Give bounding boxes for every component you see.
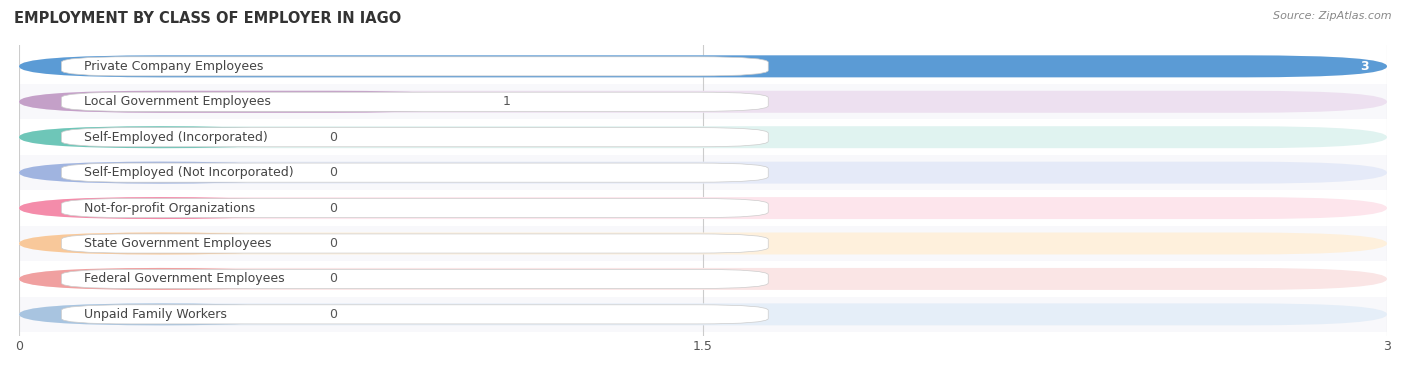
Bar: [20, 190, 1388, 226]
Bar: [20, 226, 1388, 261]
Bar: [20, 49, 1388, 84]
FancyBboxPatch shape: [62, 199, 768, 218]
FancyBboxPatch shape: [20, 197, 1388, 219]
Text: State Government Employees: State Government Employees: [84, 237, 271, 250]
FancyBboxPatch shape: [20, 126, 302, 148]
Text: Federal Government Employees: Federal Government Employees: [84, 273, 285, 285]
FancyBboxPatch shape: [20, 162, 302, 183]
Text: 1: 1: [502, 95, 510, 108]
FancyBboxPatch shape: [20, 268, 1388, 290]
Bar: [20, 297, 1388, 332]
FancyBboxPatch shape: [20, 55, 1388, 77]
Text: EMPLOYMENT BY CLASS OF EMPLOYER IN IAGO: EMPLOYMENT BY CLASS OF EMPLOYER IN IAGO: [14, 11, 401, 26]
Text: 0: 0: [329, 237, 337, 250]
FancyBboxPatch shape: [20, 162, 1388, 183]
FancyBboxPatch shape: [20, 55, 1388, 77]
FancyBboxPatch shape: [62, 305, 768, 324]
Text: Self-Employed (Not Incorporated): Self-Employed (Not Incorporated): [84, 166, 294, 179]
Bar: [20, 120, 1388, 155]
Text: 3: 3: [1360, 60, 1369, 73]
Text: 0: 0: [329, 273, 337, 285]
Text: 0: 0: [329, 131, 337, 144]
FancyBboxPatch shape: [62, 127, 768, 147]
Text: Source: ZipAtlas.com: Source: ZipAtlas.com: [1274, 11, 1392, 21]
FancyBboxPatch shape: [62, 234, 768, 253]
Bar: [20, 261, 1388, 297]
Bar: [20, 84, 1388, 120]
FancyBboxPatch shape: [20, 268, 302, 290]
FancyBboxPatch shape: [62, 57, 768, 76]
FancyBboxPatch shape: [62, 163, 768, 182]
Text: Not-for-profit Organizations: Not-for-profit Organizations: [84, 202, 256, 215]
Text: Self-Employed (Incorporated): Self-Employed (Incorporated): [84, 131, 269, 144]
Text: 0: 0: [329, 308, 337, 321]
FancyBboxPatch shape: [20, 126, 1388, 148]
FancyBboxPatch shape: [20, 91, 1388, 113]
FancyBboxPatch shape: [62, 92, 768, 111]
FancyBboxPatch shape: [62, 269, 768, 288]
Text: Private Company Employees: Private Company Employees: [84, 60, 263, 73]
Text: Local Government Employees: Local Government Employees: [84, 95, 271, 108]
FancyBboxPatch shape: [20, 232, 302, 255]
Text: Unpaid Family Workers: Unpaid Family Workers: [84, 308, 228, 321]
Text: 0: 0: [329, 166, 337, 179]
FancyBboxPatch shape: [20, 232, 1388, 255]
FancyBboxPatch shape: [20, 197, 302, 219]
FancyBboxPatch shape: [20, 303, 302, 325]
FancyBboxPatch shape: [20, 91, 475, 113]
Text: 0: 0: [329, 202, 337, 215]
Bar: [20, 155, 1388, 190]
FancyBboxPatch shape: [20, 303, 1388, 325]
